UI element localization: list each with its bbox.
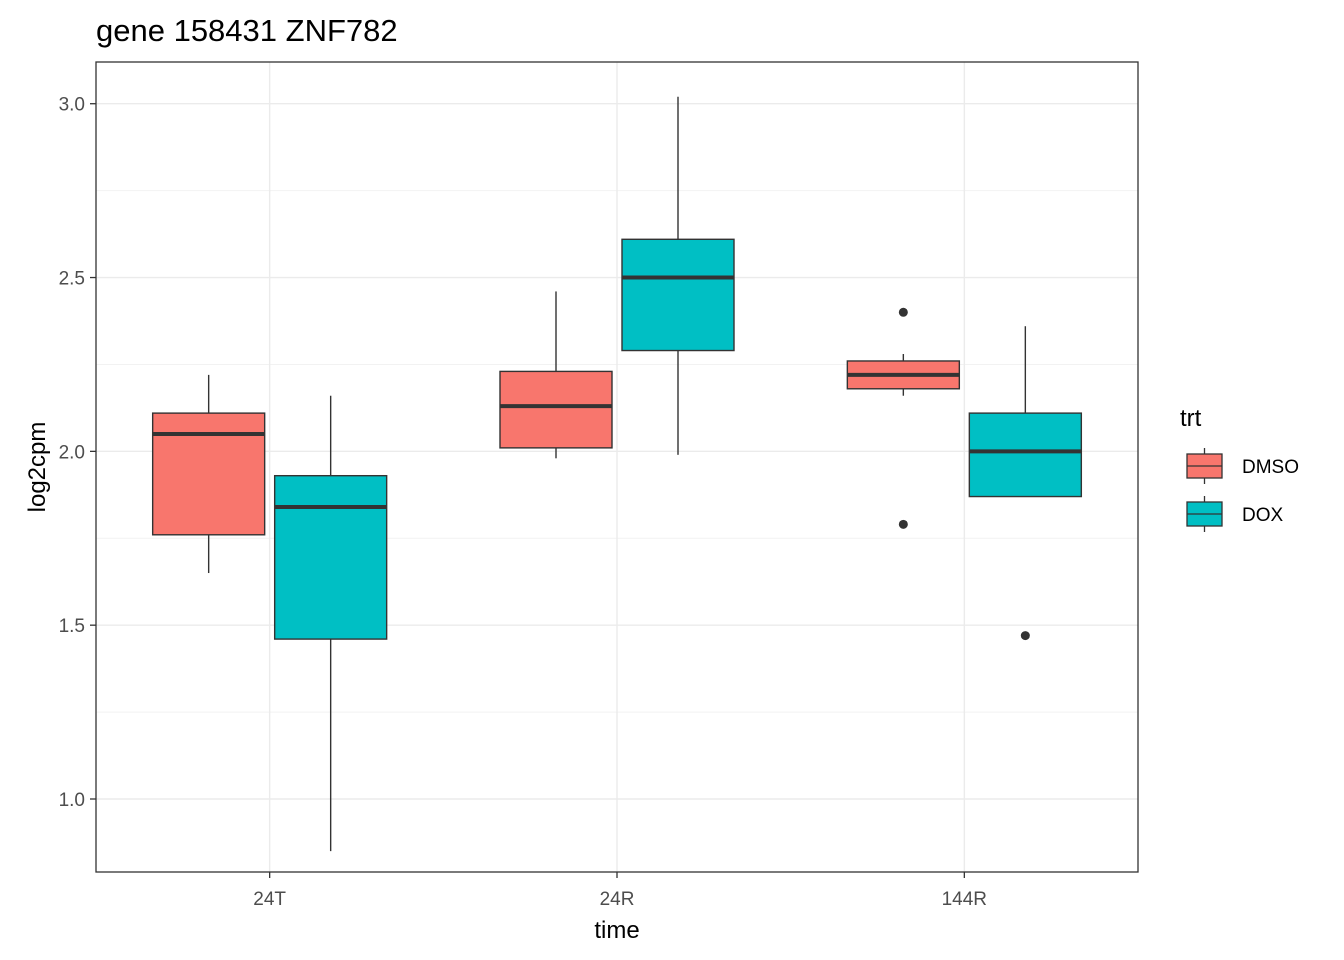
x-axis-title: time: [594, 917, 639, 944]
outlier-point: [898, 307, 908, 317]
box-dmso-24r: [499, 291, 613, 459]
box-iqr: [621, 238, 735, 352]
box-iqr: [151, 412, 266, 536]
box-iqr: [499, 370, 613, 449]
legend-title: trt: [1180, 405, 1202, 432]
y-tick-label: 2.5: [59, 269, 85, 290]
legend-label: DOX: [1242, 505, 1284, 526]
box-dox-24t: [273, 395, 388, 852]
chart-title: gene 158431 ZNF782: [96, 13, 398, 48]
x-tick-label: 24T: [253, 889, 286, 910]
y-tick-label: 3.0: [59, 95, 85, 116]
box-dmso-144r: [846, 307, 961, 529]
x-axis: 24T 24R 144R: [253, 872, 987, 910]
box-dmso-24t: [151, 374, 266, 574]
x-tick-label: 24R: [600, 889, 635, 910]
y-tick-label: 1.0: [59, 790, 85, 811]
x-tick-label: 144R: [942, 889, 987, 910]
box-dox-144r: [968, 326, 1083, 641]
box-iqr: [968, 412, 1083, 498]
boxes: [151, 96, 1083, 852]
y-tick-label: 2.0: [59, 442, 85, 463]
y-axis-title: log2cpm: [24, 422, 51, 513]
legend-item-dmso: DMSO: [1186, 448, 1299, 484]
y-axis: 1.0 1.5 2.0 2.5 3.0: [59, 95, 96, 811]
legend: trt DMSO DOX: [1180, 405, 1299, 532]
grid-major: [96, 62, 1138, 872]
legend-label: DMSO: [1242, 457, 1299, 478]
y-tick-label: 1.5: [59, 616, 85, 637]
outlier-point: [898, 519, 908, 529]
outlier-point: [1020, 631, 1030, 641]
box-dox-24r: [621, 96, 735, 455]
box-iqr: [273, 474, 388, 640]
legend-item-dox: DOX: [1186, 496, 1284, 532]
